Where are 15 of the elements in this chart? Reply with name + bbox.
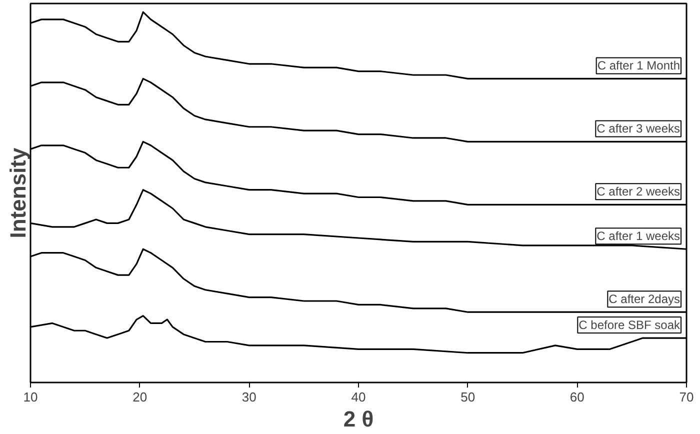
series-label: C before SBF soak [578,318,682,332]
series-label: C after 1 weeks [596,229,680,244]
x-tick-label: 10 [23,390,38,404]
series-label: C after 2 weeks [596,184,680,199]
x-tick-label: 60 [570,390,584,404]
x-axis-title: 2 θ [343,406,374,432]
series-label: C after 3 weeks [596,122,680,136]
x-tick-label: 30 [242,390,256,404]
x-tick-label: 70 [679,390,694,404]
x-tick-label: 50 [460,390,476,404]
x-tick-label: 20 [132,390,148,404]
series-label: C after 1 Month [597,58,680,73]
series-label: C after 2days [608,292,680,306]
y-axis-title: Intensity [6,147,30,238]
x-tick-label: 40 [351,390,366,404]
